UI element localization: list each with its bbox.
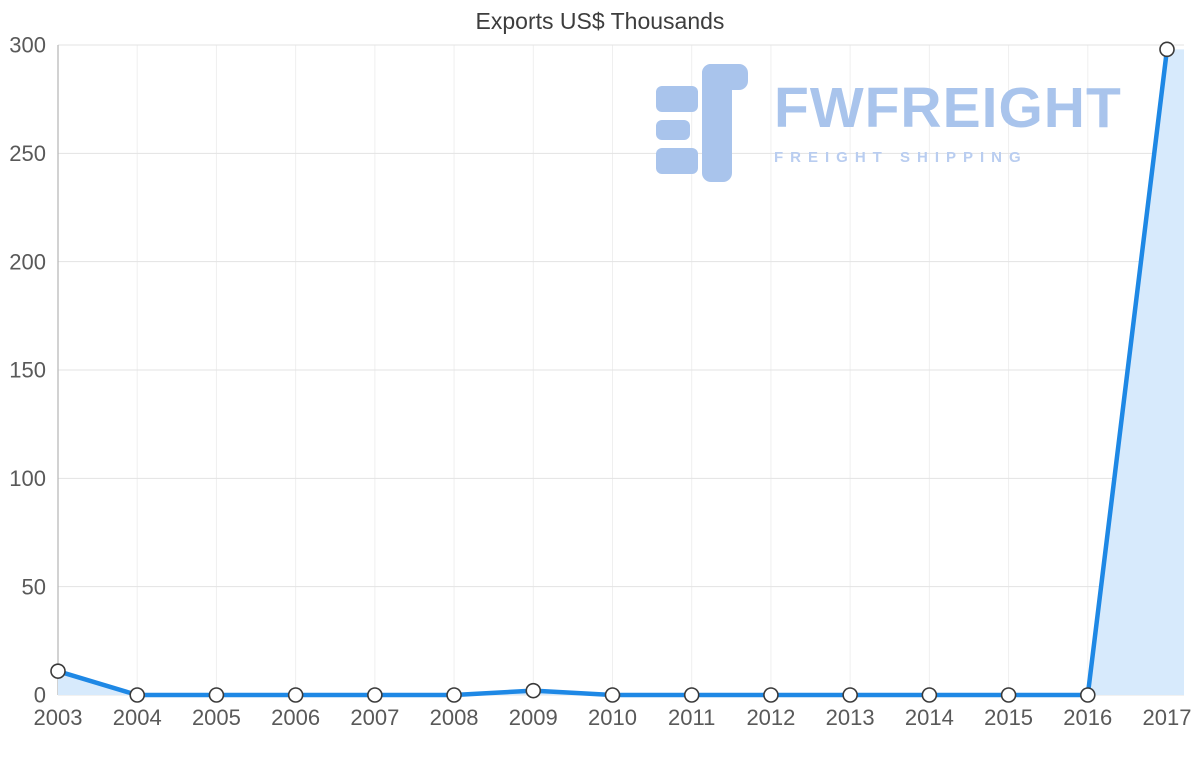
x-tick-label: 2010	[588, 705, 637, 730]
data-point-marker	[1079, 687, 1096, 703]
x-tick-label: 2017	[1143, 705, 1192, 730]
y-tick-label: 50	[22, 574, 46, 599]
data-point-marker	[129, 687, 146, 703]
x-tick-label: 2009	[509, 705, 558, 730]
y-tick-label: 100	[9, 466, 46, 491]
data-point-marker	[842, 687, 858, 703]
x-tick-label: 2004	[113, 705, 162, 730]
data-point-marker	[525, 682, 542, 699]
data-point-marker	[683, 687, 700, 703]
y-tick-label: 0	[34, 683, 46, 708]
x-tick-label: 2013	[826, 705, 875, 730]
data-point-marker	[208, 687, 225, 703]
data-point-marker	[1000, 687, 1017, 703]
x-tick-label: 2005	[192, 705, 241, 730]
data-point-marker	[446, 687, 462, 703]
x-tick-label: 2008	[430, 705, 479, 730]
data-point-marker	[50, 663, 66, 679]
data-point-marker	[287, 687, 304, 703]
series-area	[58, 49, 1184, 696]
x-tick-label: 2007	[350, 705, 399, 730]
x-tick-label: 2012	[746, 705, 795, 730]
x-tick-label: 2016	[1063, 705, 1112, 730]
x-tick-label: 2011	[668, 705, 715, 730]
data-point-marker	[1159, 41, 1175, 58]
y-tick-label: 200	[9, 249, 46, 274]
y-tick-label: 250	[9, 141, 46, 166]
x-tick-label: 2015	[984, 705, 1033, 730]
y-tick-label: 300	[9, 33, 46, 58]
data-point-marker	[921, 687, 938, 703]
chart-title: Exports US$ Thousands	[475, 8, 725, 34]
data-point-marker	[604, 687, 621, 703]
y-tick-label: 150	[9, 358, 46, 383]
data-point-marker	[367, 687, 383, 703]
x-tick-label: 2006	[271, 705, 320, 730]
data-point-marker	[763, 687, 779, 703]
x-tick-label: 2003	[34, 705, 83, 730]
x-tick-label: 2014	[905, 705, 954, 730]
